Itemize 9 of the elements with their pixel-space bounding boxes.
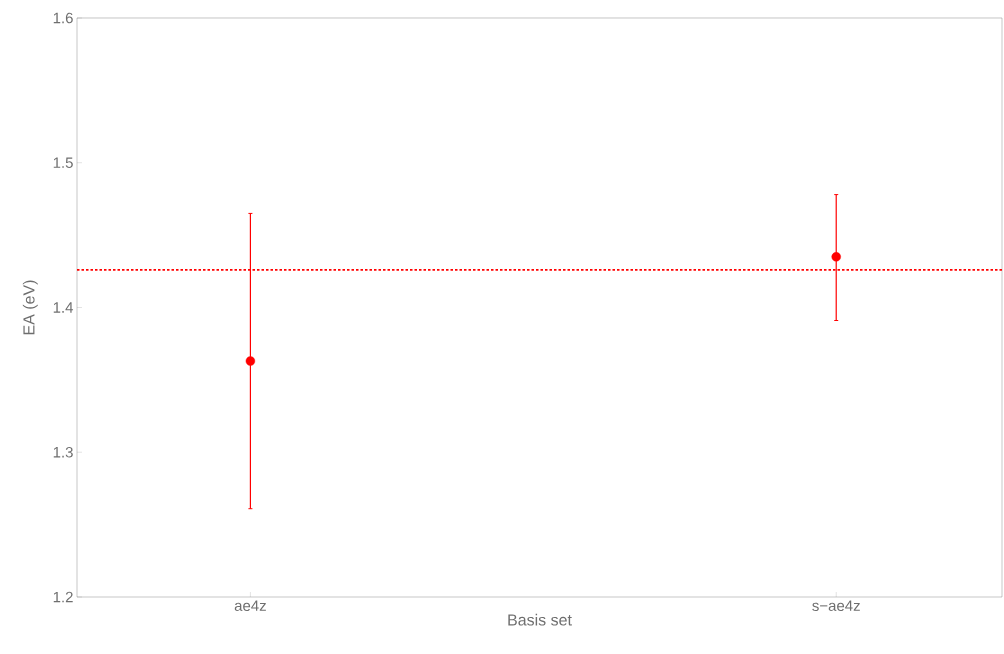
y-axis-title: EA (eV)	[22, 280, 38, 335]
x-tick-label: s−ae4z	[812, 600, 860, 611]
y-tick-label: 1.6	[53, 12, 73, 24]
y-tick-label: 1.4	[53, 302, 74, 313]
y-tick-label: 1.5	[53, 157, 73, 168]
y-tick-label: 1.3	[53, 446, 73, 458]
x-tick-label: ae4z	[234, 600, 266, 611]
x-axis-title: Basis set	[508, 613, 572, 626]
y-tick-label: 1.2	[53, 591, 73, 603]
